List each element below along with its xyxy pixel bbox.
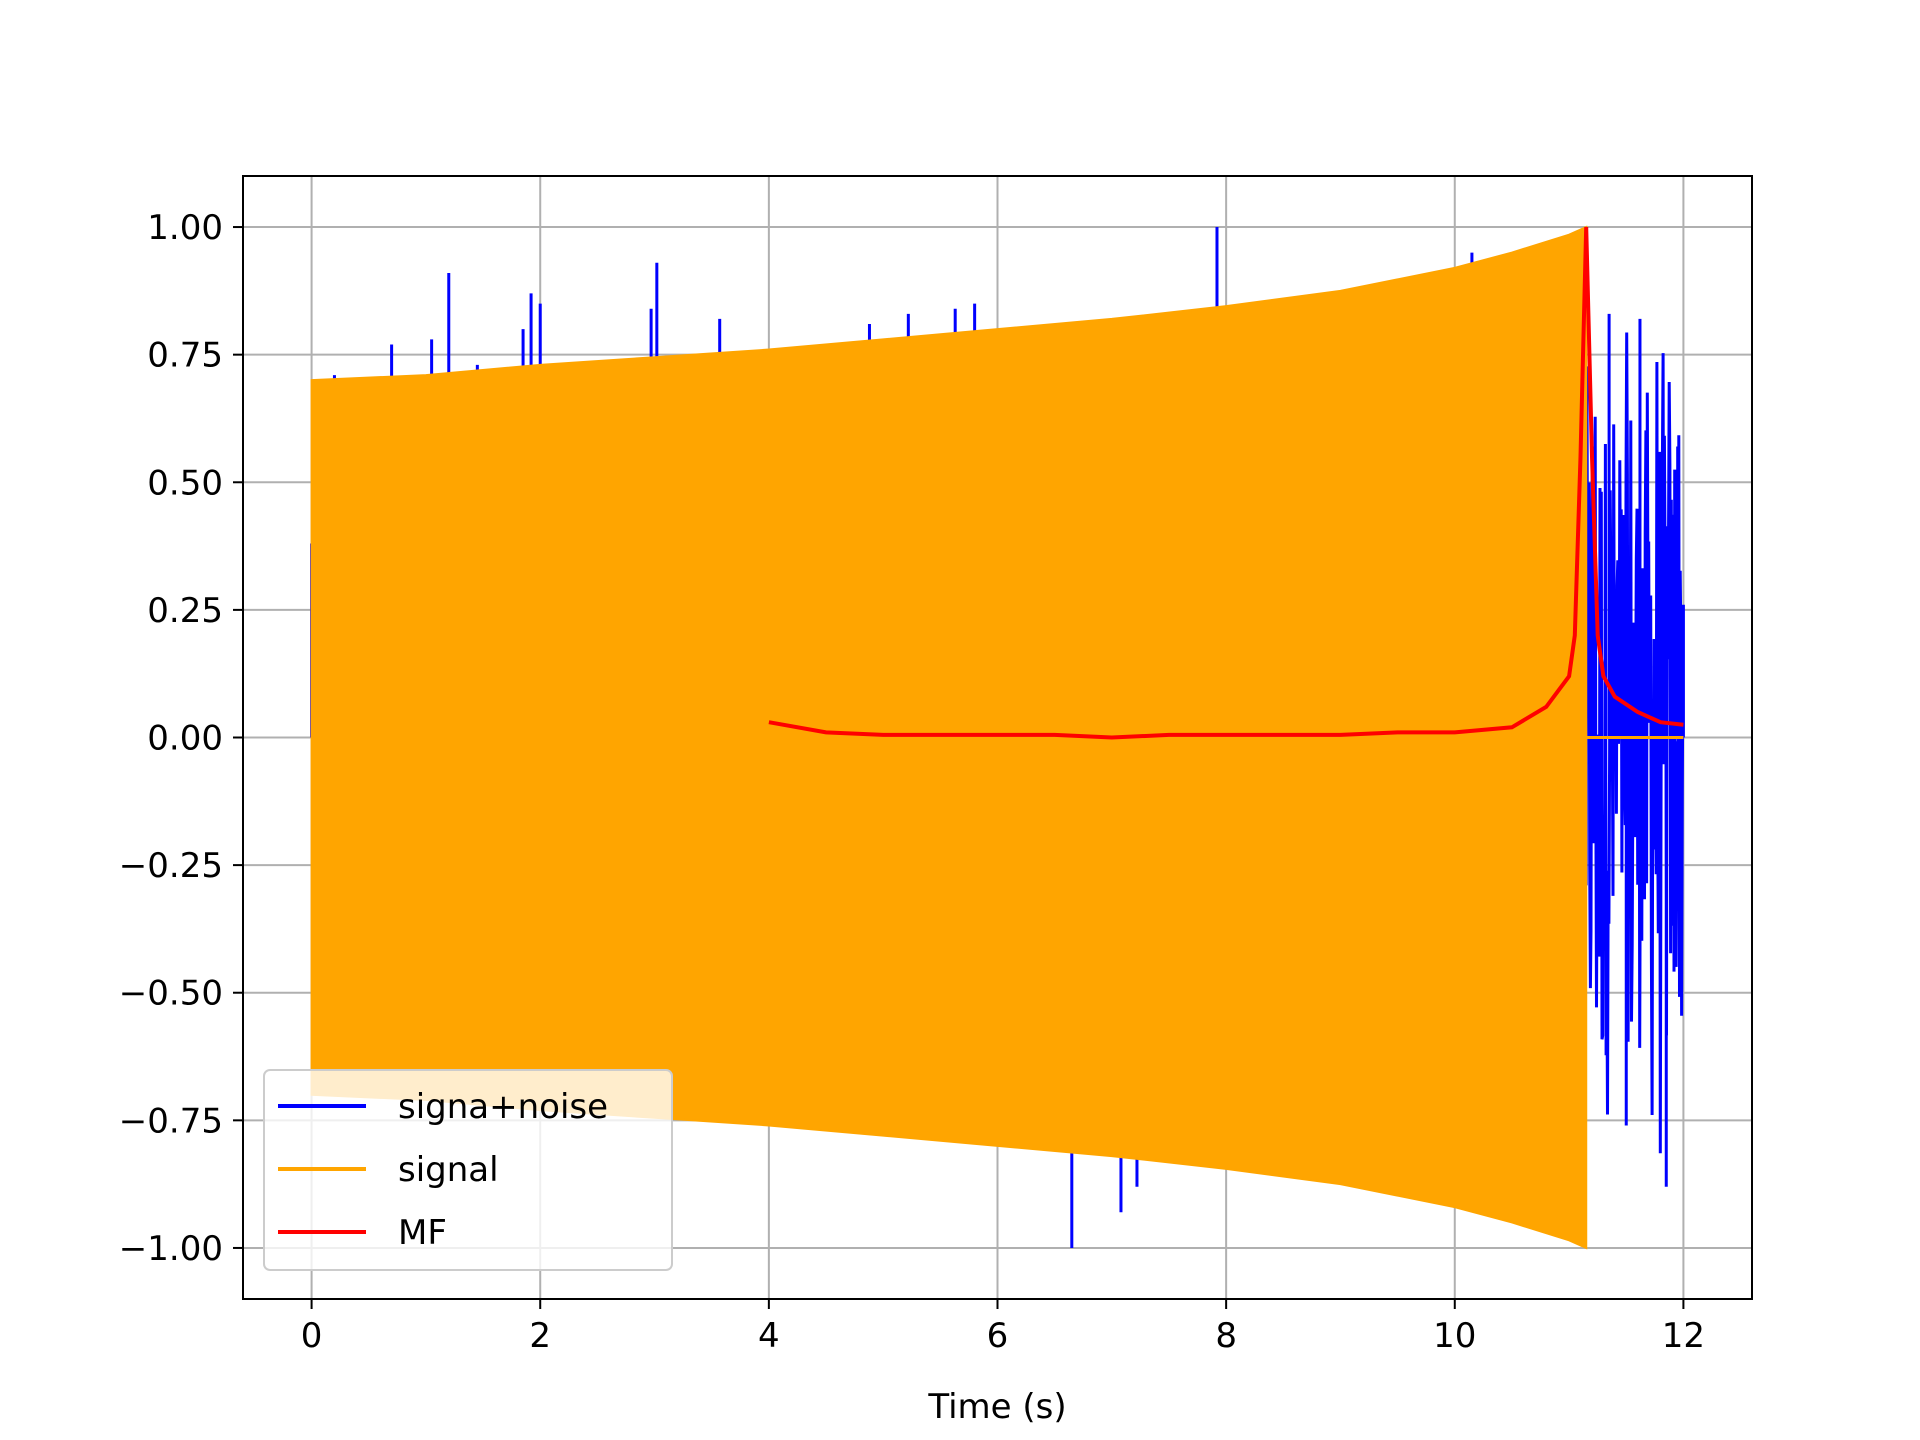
plot-series	[310, 225, 1685, 1250]
x-axis-label: Time (s)	[927, 1387, 1066, 1427]
axis-ticks: 0 2 4 6 8 10 12 1.00 0.75 0.50 0.25 0.00 −0.25 −0.50 −…	[119, 208, 1705, 1356]
x-tick-label: 10	[1433, 1316, 1476, 1356]
legend-label: signal	[398, 1150, 499, 1190]
x-tick-label: 0	[301, 1316, 323, 1356]
legend-box	[263, 1069, 673, 1271]
y-tick-label: 1.00	[147, 208, 223, 248]
y-tick-label: 0.00	[147, 719, 223, 759]
y-tick-label: 0.25	[147, 591, 223, 631]
y-tick-label: −0.25	[119, 846, 223, 886]
x-tick-label: 8	[1215, 1316, 1237, 1356]
y-tick-label: −1.00	[119, 1229, 223, 1269]
x-tick-label: 12	[1662, 1316, 1705, 1356]
legend: signa+noise signal MF	[263, 1069, 673, 1271]
x-tick-label: 6	[987, 1316, 1009, 1356]
y-tick-label: −0.75	[119, 1101, 223, 1141]
legend-label: signa+noise	[398, 1087, 608, 1127]
x-tick-label: 4	[758, 1316, 780, 1356]
y-tick-label: 0.75	[147, 336, 223, 376]
legend-label: MF	[398, 1213, 447, 1253]
signal-series	[310, 225, 1588, 1250]
mf-series	[768, 226, 1684, 740]
y-tick-label: −0.50	[119, 974, 223, 1014]
y-tick-label: 0.50	[147, 463, 223, 503]
x-tick-label: 2	[529, 1316, 551, 1356]
